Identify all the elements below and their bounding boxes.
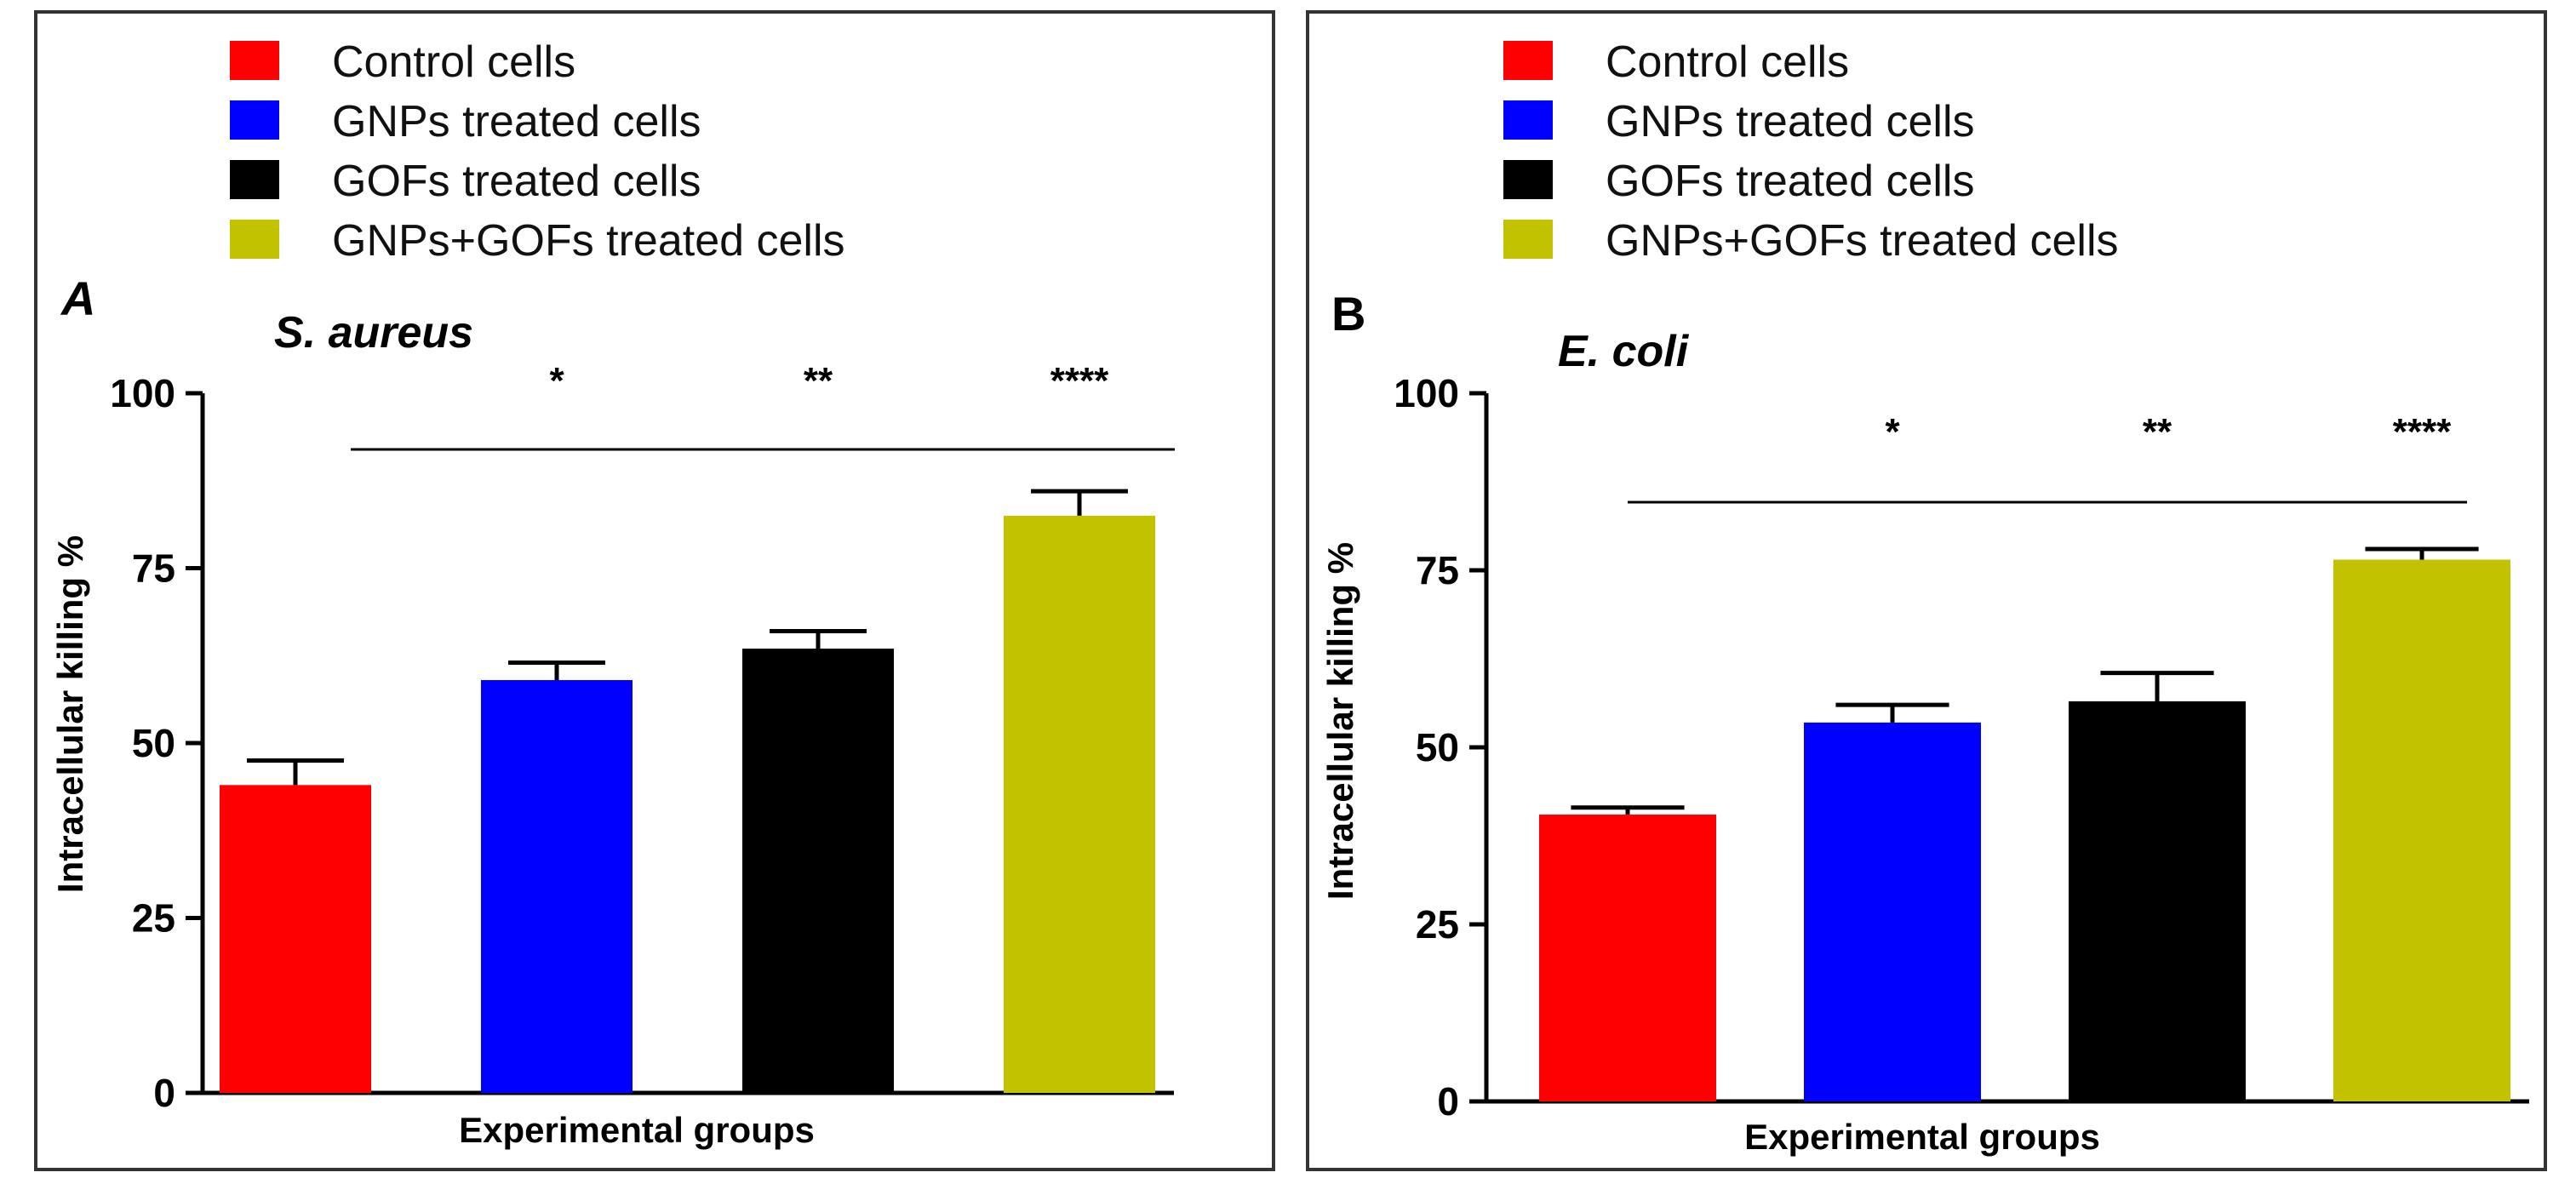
y-tick-label: 75 bbox=[132, 546, 175, 591]
legend-swatch bbox=[230, 41, 279, 80]
significance-mark: **** bbox=[1050, 360, 1109, 402]
panel-b-y-axis-title: Intracellular killing % bbox=[1320, 542, 1360, 900]
panel-a-organism-title: S. aureus bbox=[274, 308, 473, 357]
legend-swatch bbox=[230, 100, 279, 140]
panel-b: B E. coli Intracellular killing % Experi… bbox=[1306, 10, 2547, 1171]
legend-swatch bbox=[1503, 41, 1553, 80]
panel-b-legend: Control cells GNPs treated cells GOFs trea… bbox=[1503, 37, 2119, 266]
significance-mark: ** bbox=[804, 360, 833, 402]
legend-swatch bbox=[230, 160, 279, 199]
y-tick-label: 50 bbox=[132, 721, 175, 765]
legend-swatch bbox=[1503, 220, 1553, 259]
y-tick-label: 100 bbox=[110, 371, 175, 415]
panel-a: A S. aureus Intracellular killing % Expe… bbox=[34, 10, 1275, 1171]
legend-label: GOFs treated cells bbox=[1606, 157, 1974, 206]
y-tick-label: 100 bbox=[1394, 371, 1459, 415]
panel-b-letter: B bbox=[1331, 287, 1365, 340]
legend-label: GNPs treated cells bbox=[1606, 97, 1975, 146]
legend-label: Control cells bbox=[1606, 37, 1849, 87]
panel-a-legend: Control cells GNPs treated cells GOFs trea… bbox=[230, 37, 845, 266]
bar bbox=[481, 680, 633, 1093]
significance-mark: **** bbox=[2393, 411, 2452, 453]
bar bbox=[742, 649, 894, 1093]
legend-label: GNPs+GOFs treated cells bbox=[332, 216, 845, 266]
legend-label: GNPs+GOFs treated cells bbox=[1606, 216, 2119, 266]
panel-b-organism-title: E. coli bbox=[1558, 327, 1690, 376]
bar bbox=[1539, 815, 1716, 1101]
significance-mark: ** bbox=[2143, 411, 2172, 453]
panel-a-x-axis-title: Experimental groups bbox=[459, 1110, 815, 1150]
legend-label: GNPs treated cells bbox=[332, 97, 701, 146]
bar bbox=[2069, 701, 2246, 1101]
legend-label: GOFs treated cells bbox=[332, 157, 701, 206]
bar bbox=[1804, 722, 1981, 1101]
y-tick-label: 0 bbox=[1437, 1079, 1459, 1124]
panel-a-letter: A bbox=[60, 272, 95, 325]
panel-b-x-axis-title: Experimental groups bbox=[1744, 1117, 2100, 1157]
bar bbox=[1004, 515, 1155, 1093]
y-tick-label: 25 bbox=[132, 896, 175, 941]
significance-mark: * bbox=[549, 360, 564, 402]
legend-swatch bbox=[1503, 100, 1553, 140]
legend-swatch bbox=[230, 220, 279, 259]
legend-label: Control cells bbox=[332, 37, 575, 87]
y-tick-label: 75 bbox=[1416, 548, 1459, 592]
y-tick-label: 50 bbox=[1416, 725, 1459, 769]
panel-a-y-axis-title: Intracellular killing % bbox=[50, 535, 90, 893]
y-tick-label: 0 bbox=[153, 1071, 175, 1115]
legend-swatch bbox=[1503, 160, 1553, 199]
bar bbox=[220, 785, 371, 1093]
bar bbox=[2333, 559, 2510, 1101]
significance-mark: * bbox=[1885, 411, 1900, 453]
y-tick-label: 25 bbox=[1416, 902, 1459, 947]
